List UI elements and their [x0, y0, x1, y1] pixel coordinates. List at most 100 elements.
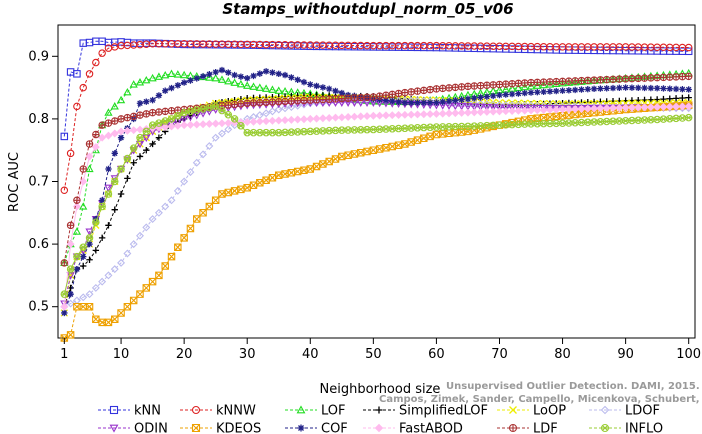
x-tick-label: 60: [428, 347, 445, 362]
data-point-fastabod: [369, 111, 378, 120]
data-point-ldf: [319, 95, 327, 104]
data-point-ldof: [180, 177, 189, 186]
data-point-lof: [135, 78, 145, 86]
watermark: Unsupervised Outlier Detection. DAMI, 20…: [379, 381, 702, 405]
data-point-cof: [143, 98, 150, 105]
legend-label: kNNW: [216, 404, 256, 419]
data-point-ldf: [230, 100, 239, 109]
chart-title: Stamps_withoutdupl_norm_05_v06: [222, 0, 513, 18]
y-tick-label: 0.7: [28, 175, 49, 190]
data-point-inflo: [520, 120, 529, 128]
data-point-kdeos: [388, 142, 397, 151]
data-point-fastabod: [558, 105, 567, 114]
data-point-ldf: [237, 100, 245, 108]
data-point-simplifiedlof: [111, 206, 118, 213]
data-point-kdeos: [338, 152, 346, 161]
data-point-cof: [496, 91, 503, 99]
data-point-ldf: [356, 93, 365, 102]
data-point-cof: [565, 87, 573, 94]
data-point-cof: [553, 87, 560, 95]
watermark-line-2: Campos, Zimek, Sander, Campello, Micenko…: [379, 394, 702, 405]
data-point-kdeos: [369, 146, 378, 154]
data-point-kdeos: [155, 271, 163, 280]
data-point-inflo: [438, 123, 447, 131]
data-point-cof: [389, 97, 396, 105]
data-point-cof: [98, 197, 106, 204]
data-point-fastabod: [470, 108, 479, 117]
legend-marker: [109, 424, 119, 433]
data-point-fastabod: [281, 116, 290, 125]
data-point-cof: [174, 82, 182, 89]
data-point-ldf: [609, 75, 617, 84]
legend-item-knnw: kNNW: [180, 404, 256, 419]
data-point-cof: [515, 90, 522, 97]
data-point-ldof: [186, 168, 195, 177]
data-point-fastabod: [274, 116, 283, 125]
data-point-inflo: [306, 127, 315, 136]
data-point-inflo: [445, 123, 453, 131]
data-point-kdeos: [287, 168, 296, 177]
data-point-cof: [439, 98, 446, 106]
data-point-ldf: [565, 77, 573, 85]
data-point-cof: [414, 99, 421, 106]
data-point-fastabod: [659, 102, 668, 111]
data-point-cof: [401, 99, 409, 106]
data-point-kdeos: [129, 296, 138, 305]
data-point-inflo: [104, 190, 113, 198]
data-point-cof: [225, 69, 232, 76]
data-point-cof: [149, 96, 156, 104]
data-point-cof: [622, 84, 629, 91]
data-point-lof: [205, 73, 214, 81]
legend-marker: [374, 423, 384, 433]
data-point-fastabod: [186, 120, 195, 129]
data-point-fastabod: [91, 143, 100, 152]
data-point-kdeos: [438, 130, 447, 138]
data-point-fastabod: [476, 108, 485, 117]
data-point-kdeos: [123, 302, 132, 311]
data-point-cof: [666, 85, 673, 92]
data-point-kdeos: [274, 171, 283, 179]
data-point-cof: [653, 85, 661, 92]
data-point-cof: [237, 73, 245, 80]
data-point-kdeos: [174, 243, 182, 251]
data-point-inflo: [243, 129, 251, 137]
data-point-lof: [217, 75, 227, 83]
data-point-inflo: [123, 154, 132, 163]
data-point-cof: [426, 99, 434, 106]
data-point-cof: [628, 84, 636, 91]
data-point-fastabod: [432, 109, 441, 118]
data-point-fastabod: [438, 109, 447, 118]
data-point-ldf: [281, 97, 289, 106]
data-point-inflo: [274, 129, 283, 137]
data-point-cof: [244, 75, 251, 82]
data-point-inflo: [92, 218, 100, 226]
data-point-ldof: [205, 142, 214, 151]
data-point-inflo: [73, 252, 81, 261]
data-point-ldf: [476, 81, 485, 90]
data-point-cof: [685, 86, 692, 93]
data-point-inflo: [331, 126, 340, 135]
data-point-lof: [552, 79, 561, 87]
data-point-fastabod: [318, 114, 327, 123]
data-point-ldf: [640, 74, 649, 82]
data-point-fastabod: [400, 110, 409, 119]
data-point-cof: [206, 71, 213, 78]
data-point-cof: [155, 92, 163, 99]
data-point-ldf: [249, 99, 258, 107]
data-point-inflo: [584, 118, 592, 126]
data-point-ldf: [382, 91, 390, 99]
data-point-ldof: [72, 296, 81, 305]
data-point-fastabod: [306, 114, 315, 123]
data-point-cof: [338, 89, 346, 97]
data-point-ldf: [256, 98, 264, 107]
data-point-kdeos: [451, 128, 460, 137]
data-point-cof: [546, 88, 554, 95]
data-point-kdeos: [281, 170, 289, 178]
data-point-ldof: [218, 129, 226, 138]
data-point-lof: [211, 73, 220, 82]
data-point-cof: [471, 94, 478, 102]
data-point-kdeos: [546, 113, 554, 121]
data-point-ldf: [571, 77, 579, 85]
data-point-fastabod: [590, 104, 599, 113]
data-point-fastabod: [199, 120, 208, 129]
